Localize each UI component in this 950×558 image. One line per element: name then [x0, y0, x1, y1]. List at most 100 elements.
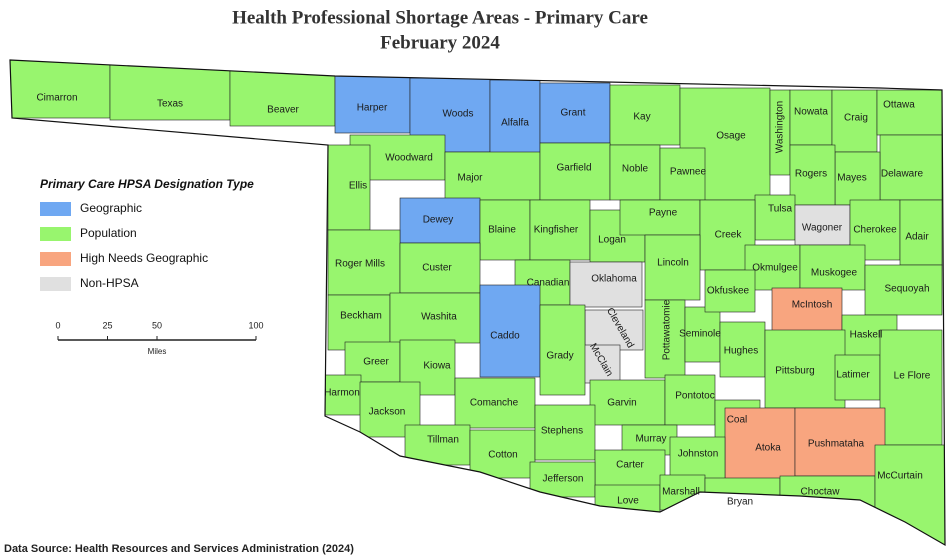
county: [719, 321, 766, 378]
county-label: Jefferson: [543, 474, 584, 485]
county-label: Haskell: [850, 330, 883, 341]
county: [659, 147, 706, 201]
county: [831, 89, 878, 153]
county: [399, 197, 481, 244]
county-label: Beaver: [267, 105, 299, 116]
county-label: Washita: [421, 312, 457, 323]
county-label: Johnston: [678, 449, 719, 460]
county-label: Osage: [716, 131, 746, 142]
county-label: Logan: [598, 235, 626, 246]
county-label: Kingfisher: [534, 225, 579, 236]
legend-swatch: [40, 277, 71, 291]
county: [876, 89, 943, 136]
county-label: Pittsburg: [775, 366, 814, 377]
county-label: Pawnee: [670, 167, 707, 178]
county: [834, 354, 881, 401]
county: [327, 144, 371, 231]
county-label: Sequoyah: [884, 284, 929, 295]
county-label: Dewey: [423, 215, 454, 226]
legend-label: High Needs Geographic: [80, 251, 208, 265]
county: [609, 84, 681, 146]
county-label: Choctaw: [801, 487, 841, 498]
legend-label: Population: [80, 226, 137, 240]
county-label: Bryan: [727, 497, 753, 508]
county-label: Coal: [727, 415, 748, 426]
county-label: Latimer: [836, 370, 870, 381]
county: [834, 151, 881, 206]
scale-bar: 0 25 50 100 Miles: [55, 320, 263, 356]
title: Health Professional Shortage Areas - Pri…: [232, 7, 648, 28]
county: [704, 269, 756, 313]
county-label: Rogers: [795, 169, 827, 180]
county-label: Marshall: [662, 487, 700, 498]
county-label: Greer: [363, 357, 389, 368]
county-label: McIntosh: [792, 300, 833, 311]
county: [799, 244, 866, 291]
legend-label: Geographic: [80, 201, 142, 215]
scale-label: 100: [248, 320, 263, 330]
county-label: Oklahoma: [591, 274, 637, 285]
county: [764, 329, 846, 409]
county-label: Canadian: [527, 278, 570, 289]
county: [529, 461, 596, 498]
county: [664, 374, 716, 426]
county-label: Garfield: [556, 163, 591, 174]
legend-swatch: [40, 227, 71, 241]
county: [404, 424, 471, 466]
legend: Geographic Population High Needs Geographi…: [40, 201, 208, 291]
county-label: Cimarron: [36, 93, 77, 104]
county-label: Washington: [775, 101, 786, 153]
subtitle: February 2024: [380, 32, 500, 53]
county: [324, 374, 362, 416]
legend-swatch: [40, 252, 71, 266]
county-label: Garvin: [607, 398, 636, 409]
scale-label: 0: [55, 320, 60, 330]
county-label: Texas: [157, 99, 183, 110]
data-source: Data Source: Health Resources and Servic…: [4, 543, 354, 555]
county: [754, 194, 796, 241]
county-label: Grady: [546, 351, 573, 362]
legend-label: Non-HPSA: [80, 276, 139, 290]
county-label: Nowata: [794, 107, 828, 118]
county-label: Wagoner: [802, 223, 843, 234]
county: [879, 134, 943, 201]
county-label: Comanche: [470, 398, 519, 409]
county-label: Blaine: [488, 225, 516, 236]
county-label: Custer: [422, 263, 452, 274]
county-label: Adair: [905, 232, 929, 243]
county: [109, 61, 231, 121]
county-label: Stephens: [541, 426, 583, 437]
county-label: Okmulgee: [752, 263, 798, 274]
county-label: Woodward: [385, 153, 433, 164]
county: [569, 261, 643, 308]
county: [539, 142, 611, 201]
county-label: Muskogee: [811, 268, 858, 279]
county-label: Atoka: [755, 443, 781, 454]
county-label: Tillman: [427, 435, 459, 446]
county-label: Roger Mills: [335, 259, 385, 270]
county: [479, 284, 541, 378]
county-label: Lincoln: [657, 258, 689, 269]
county-label: Payne: [649, 208, 678, 219]
county: [389, 292, 481, 344]
county-label: Seminole: [679, 329, 721, 340]
county: [724, 407, 796, 484]
county-label: Woods: [443, 109, 474, 120]
county-label: Craig: [844, 113, 868, 124]
county-label: McCurtain: [877, 471, 923, 482]
county-label: Pushmataha: [808, 439, 865, 450]
legend-title: Primary Care HPSA Designation Type: [40, 177, 254, 191]
county: [669, 436, 726, 480]
county-label: Pottawatomie: [662, 299, 673, 360]
county-label: Harmon: [324, 388, 360, 399]
county: [579, 344, 621, 384]
county-label: Mayes: [837, 173, 866, 184]
scale-unit: Miles: [148, 347, 167, 356]
state-outline: [9, 59, 946, 547]
county-label: Creek: [715, 230, 743, 241]
county: [444, 151, 541, 201]
county: [539, 304, 586, 396]
county-label: Le Flore: [894, 371, 931, 382]
county-label: Kiowa: [423, 361, 451, 372]
